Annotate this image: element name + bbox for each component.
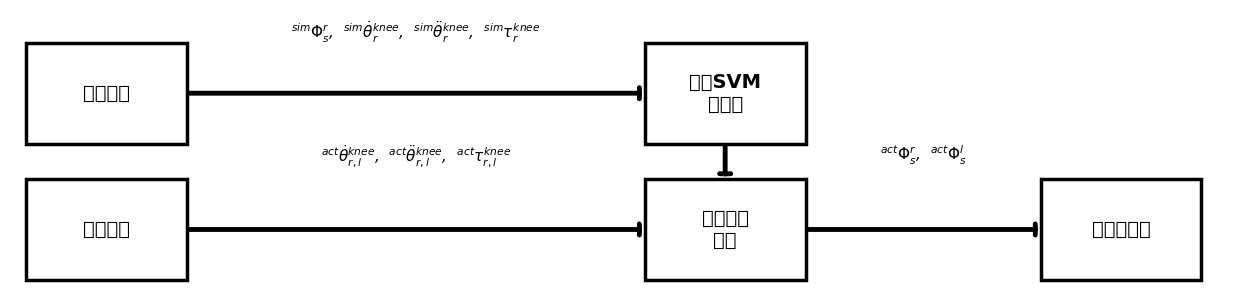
Text: ${}^{act}\dot{\theta}_{r,l}^{knee}$,  ${}^{act}\ddot{\theta}_{r,l}^{knee}$,  ${}: ${}^{act}\dot{\theta}_{r,l}^{knee}$, ${}… [321,144,511,170]
FancyBboxPatch shape [26,43,187,144]
Text: ${}^{sim}\Phi_s^r$,  ${}^{sim}\dot{\theta}_r^{knee}$,  ${}^{sim}\ddot{\theta}_r^: ${}^{sim}\Phi_s^r$, ${}^{sim}\dot{\theta… [291,19,541,45]
FancyBboxPatch shape [645,179,806,280]
Text: 训练SVM
超平面: 训练SVM 超平面 [689,73,761,114]
Text: ${}^{act}\Phi_s^r$,  ${}^{act}\Phi_s^l$: ${}^{act}\Phi_s^r$, ${}^{act}\Phi_s^l$ [880,144,966,167]
Text: 脚实际状态: 脚实际状态 [1091,220,1151,239]
Text: 脚接触检
测器: 脚接触检 测器 [702,209,749,250]
FancyBboxPatch shape [26,179,187,280]
FancyBboxPatch shape [1040,179,1202,280]
FancyBboxPatch shape [645,43,806,144]
Text: 步行仿真: 步行仿真 [83,84,130,103]
Text: 步行实验: 步行实验 [83,220,130,239]
